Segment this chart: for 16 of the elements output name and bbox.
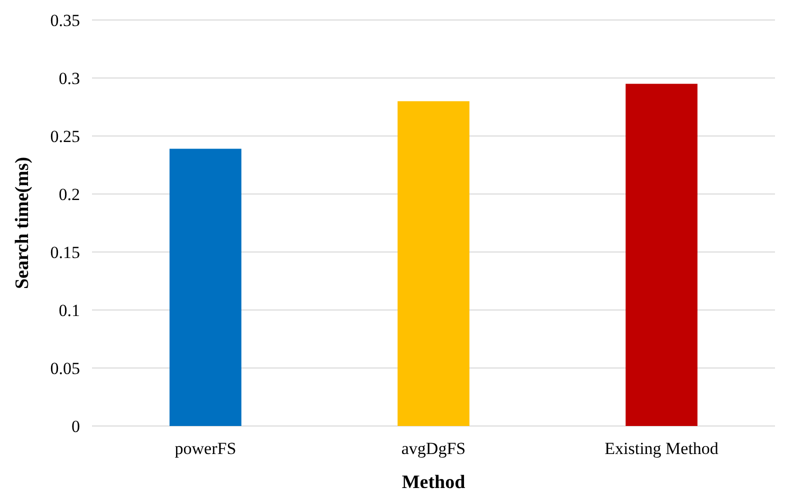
y-tick-label: 0.3 <box>58 68 80 88</box>
bar <box>170 148 242 426</box>
y-tick-label: 0.05 <box>50 358 80 378</box>
bar <box>626 84 698 426</box>
y-tick-label: 0 <box>72 416 80 436</box>
y-tick-label: 0.2 <box>58 184 80 204</box>
x-tick-label: powerFS <box>174 439 236 458</box>
bar <box>398 101 470 426</box>
y-axis-title: Search time(ms) <box>12 156 33 290</box>
y-tick-label: 0.35 <box>50 10 80 30</box>
y-tick-label: 0.25 <box>50 126 80 146</box>
x-tick-label: Existing Method <box>604 439 719 458</box>
x-axis-title: Method <box>402 472 466 493</box>
y-tick-label: 0.15 <box>50 242 80 262</box>
y-tick-label: 0.1 <box>58 300 80 320</box>
x-tick-label: avgDgFS <box>401 439 466 458</box>
